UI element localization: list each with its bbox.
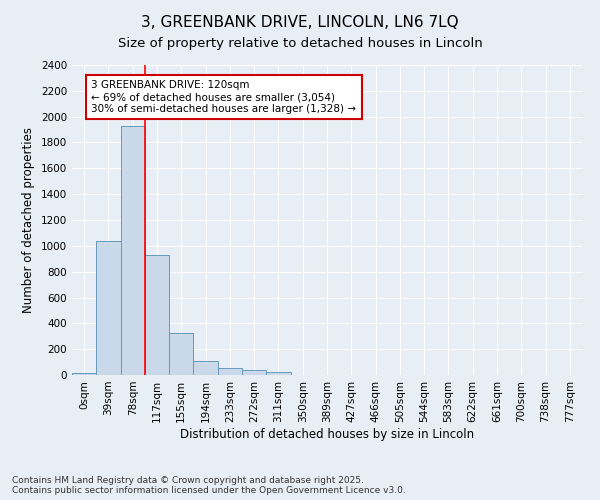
Bar xyxy=(218,368,242,375)
Y-axis label: Number of detached properties: Number of detached properties xyxy=(22,127,35,313)
Bar xyxy=(193,361,218,375)
Text: Size of property relative to detached houses in Lincoln: Size of property relative to detached ho… xyxy=(118,38,482,51)
Text: 3 GREENBANK DRIVE: 120sqm
← 69% of detached houses are smaller (3,054)
30% of se: 3 GREENBANK DRIVE: 120sqm ← 69% of detac… xyxy=(91,80,356,114)
Text: Contains HM Land Registry data © Crown copyright and database right 2025.
Contai: Contains HM Land Registry data © Crown c… xyxy=(12,476,406,495)
Bar xyxy=(145,255,169,375)
Bar xyxy=(242,370,266,375)
Text: 3, GREENBANK DRIVE, LINCOLN, LN6 7LQ: 3, GREENBANK DRIVE, LINCOLN, LN6 7LQ xyxy=(141,15,459,30)
Bar xyxy=(72,373,96,375)
Bar xyxy=(169,333,193,375)
X-axis label: Distribution of detached houses by size in Lincoln: Distribution of detached houses by size … xyxy=(180,428,474,440)
Bar xyxy=(96,240,121,375)
Bar xyxy=(121,126,145,375)
Bar xyxy=(266,372,290,375)
